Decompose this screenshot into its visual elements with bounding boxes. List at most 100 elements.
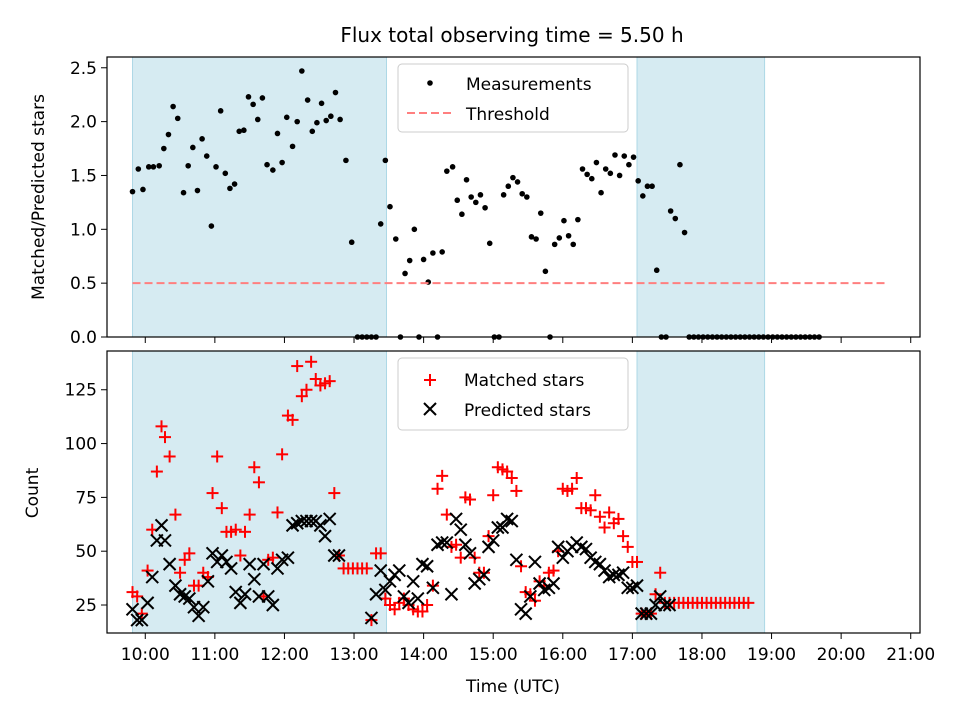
- matched-point: [598, 521, 611, 534]
- y-tick-label: 1.5: [70, 166, 97, 186]
- x-tick-label: 17:00: [608, 645, 657, 665]
- predicted-point: [130, 613, 144, 627]
- predicted-point: [644, 606, 658, 621]
- bottom-y-axis-label: Count: [23, 467, 43, 518]
- matched-point: [612, 512, 625, 525]
- predicted-point: [411, 591, 425, 606]
- predicted-point: [406, 574, 420, 589]
- measurement-point: [231, 181, 238, 187]
- matched-point: [501, 465, 514, 478]
- measurement-point: [270, 167, 276, 173]
- measurement-point: [323, 117, 329, 124]
- matched-point: [305, 355, 318, 368]
- top-x-ticks: [144, 337, 912, 343]
- measurement-point: [129, 188, 136, 195]
- measurement-point: [561, 217, 567, 224]
- measurement-point: [616, 172, 623, 179]
- legend-measurements-marker: [427, 80, 433, 86]
- matched-point: [239, 525, 252, 538]
- bottom-x-ticks: 10:00 11:00 12:00 13:00 14:00 15:00 16:00 17:00…: [121, 633, 935, 665]
- predicted-point: [233, 596, 248, 610]
- predicted-point: [518, 606, 533, 621]
- measurement-point: [348, 239, 355, 246]
- matched-point: [584, 504, 597, 517]
- matched-point: [570, 472, 583, 485]
- matched-point: [388, 603, 401, 616]
- measurement-point: [439, 249, 445, 255]
- measurement-point: [649, 183, 655, 190]
- measurement-point: [294, 118, 301, 125]
- predicted-point: [191, 609, 206, 623]
- predicted-point: [201, 574, 215, 589]
- y-tick-label: 2.5: [70, 59, 97, 79]
- predicted-point: [304, 514, 318, 528]
- observing-window-1: [132, 56, 388, 338]
- measurement-point: [607, 170, 614, 177]
- measurement-point: [236, 128, 243, 135]
- matched-point: [291, 360, 304, 373]
- y-tick-label: 0.5: [70, 274, 97, 294]
- predicted-point: [266, 598, 280, 612]
- predicted-point: [546, 576, 561, 591]
- matched-point: [206, 487, 219, 500]
- x-tick-label: 12:00: [260, 645, 309, 665]
- matched-point: [566, 482, 579, 495]
- measurement-point: [283, 114, 290, 121]
- measurement-point: [304, 97, 311, 103]
- measurement-point: [161, 145, 167, 152]
- chart-title: Flux total observing time = 5.50 h: [340, 23, 683, 47]
- predicted-point: [616, 566, 630, 580]
- predicted-point: [140, 596, 155, 610]
- measurement-point: [199, 136, 205, 142]
- matched-point: [243, 508, 256, 521]
- predicted-point: [397, 589, 411, 604]
- matched-point: [309, 372, 322, 385]
- predicted-point: [378, 583, 393, 597]
- predicted-point: [454, 522, 468, 537]
- predicted-point: [332, 548, 346, 563]
- measurement-point: [208, 223, 215, 229]
- predicted-point: [327, 548, 342, 563]
- matched-point: [234, 549, 247, 562]
- predicted-point: [145, 570, 159, 584]
- matched-point: [515, 560, 528, 573]
- matched-point: [426, 579, 439, 592]
- bottom-legend: Matched stars Predicted stars: [397, 357, 629, 431]
- legend-matched-marker: [424, 374, 436, 386]
- measurement-point: [420, 256, 427, 263]
- measurement-point: [449, 164, 456, 170]
- measurement-point: [245, 94, 252, 100]
- measurement-point: [644, 183, 651, 190]
- legend-predicted-marker: [423, 402, 437, 416]
- measurement-point: [653, 267, 660, 274]
- measurement-point: [194, 187, 201, 194]
- measurement-point: [640, 193, 646, 199]
- predicted-point: [593, 557, 607, 571]
- predicted-point: [463, 546, 477, 561]
- measurement-point: [213, 164, 219, 170]
- matched-point: [487, 489, 500, 502]
- predicted-point: [486, 533, 500, 548]
- predicted-point: [630, 578, 644, 593]
- measurement-point: [203, 153, 210, 159]
- measurement-point: [170, 103, 176, 110]
- predicted-point: [135, 613, 149, 627]
- measurement-point: [588, 175, 595, 182]
- measurement-point: [135, 166, 142, 172]
- matched-point: [286, 413, 299, 426]
- predicted-point: [281, 550, 295, 565]
- predicted-point: [509, 553, 524, 567]
- measurement-point: [667, 208, 674, 214]
- predicted-point: [158, 533, 172, 548]
- measurement-point: [343, 157, 349, 164]
- measurement-point: [473, 199, 479, 206]
- measurement-point: [217, 108, 224, 114]
- measurement-point: [299, 68, 305, 74]
- measurement-point: [156, 162, 162, 169]
- predicted-point: [270, 561, 285, 576]
- matched-point: [271, 506, 284, 519]
- measurement-point: [468, 194, 474, 200]
- measurement-point: [382, 157, 389, 164]
- measurement-point: [575, 216, 581, 223]
